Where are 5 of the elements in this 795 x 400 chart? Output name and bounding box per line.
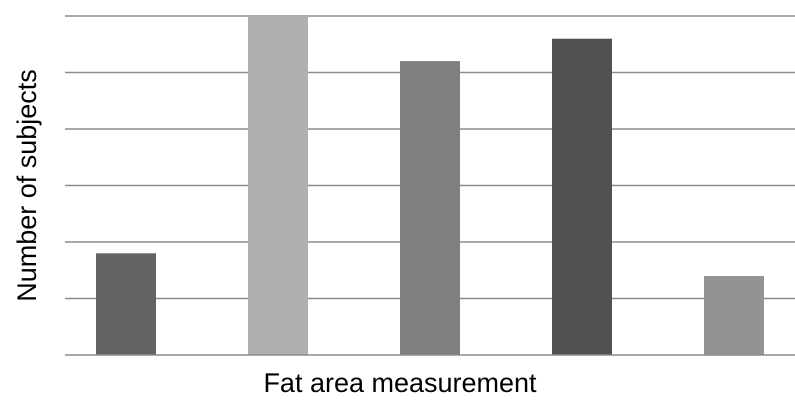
y-axis-title: Number of subjects	[12, 69, 42, 302]
bar	[552, 38, 612, 355]
bar	[96, 253, 156, 355]
bar	[248, 16, 308, 355]
x-axis-title: Fat area measurement	[263, 368, 538, 398]
